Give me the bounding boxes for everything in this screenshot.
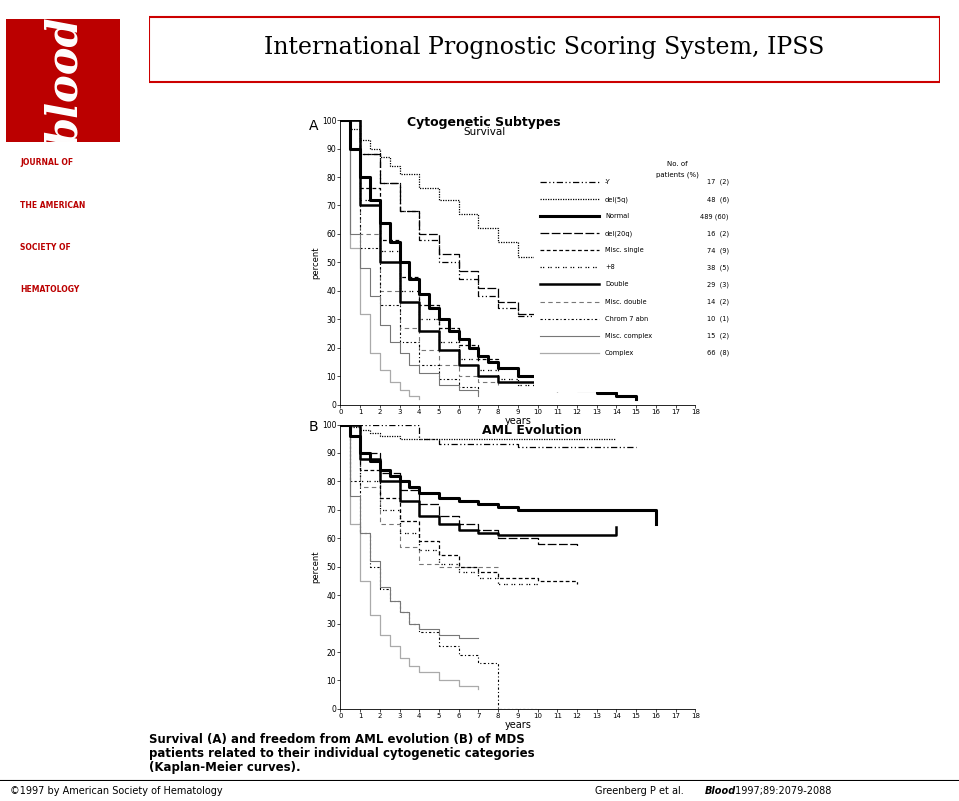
Text: 10  (1): 10 (1) [707, 316, 729, 322]
Text: 489 (60): 489 (60) [700, 213, 729, 219]
Text: ©1997 by American Society of Hematology: ©1997 by American Society of Hematology [10, 786, 222, 795]
Text: 16  (2): 16 (2) [707, 230, 729, 236]
Text: del(5q): del(5q) [605, 196, 629, 203]
X-axis label: years: years [504, 720, 531, 731]
Text: HEMATOLOGY: HEMATOLOGY [20, 285, 80, 294]
Y-axis label: percent: percent [312, 550, 320, 583]
Text: 29  (3): 29 (3) [707, 281, 729, 288]
Text: Cytogenetic Subtypes: Cytogenetic Subtypes [408, 116, 561, 129]
Text: Misc. double: Misc. double [605, 299, 646, 304]
Text: patients (%): patients (%) [656, 171, 699, 178]
Text: Chrom 7 abn: Chrom 7 abn [605, 316, 648, 321]
Text: No. of: No. of [667, 160, 688, 167]
Text: -Y: -Y [605, 179, 611, 185]
Text: blood: blood [44, 15, 85, 145]
Text: 38  (5): 38 (5) [707, 264, 729, 271]
Text: Double: Double [605, 281, 628, 288]
Text: 66  (8): 66 (8) [707, 349, 729, 356]
Text: +8: +8 [605, 264, 615, 271]
X-axis label: years: years [504, 416, 531, 426]
Text: patients related to their individual cytogenetic categories: patients related to their individual cyt… [149, 747, 534, 760]
Text: Survival: Survival [463, 127, 505, 136]
Text: del(20q): del(20q) [605, 230, 633, 236]
Text: A: A [309, 119, 318, 133]
Text: Normal: Normal [605, 213, 629, 219]
Text: Survival (A) and freedom from AML evolution (B) of MDS: Survival (A) and freedom from AML evolut… [149, 733, 525, 746]
FancyBboxPatch shape [149, 17, 940, 82]
Text: AML Evolution: AML Evolution [482, 425, 582, 437]
Text: 1997;89:2079-2088: 1997;89:2079-2088 [732, 786, 831, 795]
Text: International Prognostic Scoring System, IPSS: International Prognostic Scoring System,… [264, 36, 825, 59]
Text: B: B [309, 420, 318, 434]
Text: 17  (2): 17 (2) [707, 179, 729, 186]
FancyBboxPatch shape [532, 150, 733, 395]
Text: Greenberg P et al.: Greenberg P et al. [595, 786, 690, 795]
Text: THE AMERICAN: THE AMERICAN [20, 200, 85, 210]
Text: JOURNAL OF: JOURNAL OF [20, 159, 73, 167]
Text: 14  (2): 14 (2) [707, 298, 729, 304]
Text: Misc. single: Misc. single [605, 248, 643, 253]
Text: SOCIETY OF: SOCIETY OF [20, 243, 71, 252]
Text: (Kaplan-Meier curves).: (Kaplan-Meier curves). [149, 762, 300, 775]
Text: 74  (9): 74 (9) [707, 248, 729, 254]
Text: Blood: Blood [705, 786, 737, 795]
Text: 48  (6): 48 (6) [707, 196, 729, 203]
Text: Complex: Complex [605, 349, 634, 356]
Text: 15  (2): 15 (2) [707, 332, 729, 339]
FancyBboxPatch shape [7, 18, 121, 142]
Y-axis label: percent: percent [312, 246, 320, 279]
Text: Misc. complex: Misc. complex [605, 332, 652, 339]
